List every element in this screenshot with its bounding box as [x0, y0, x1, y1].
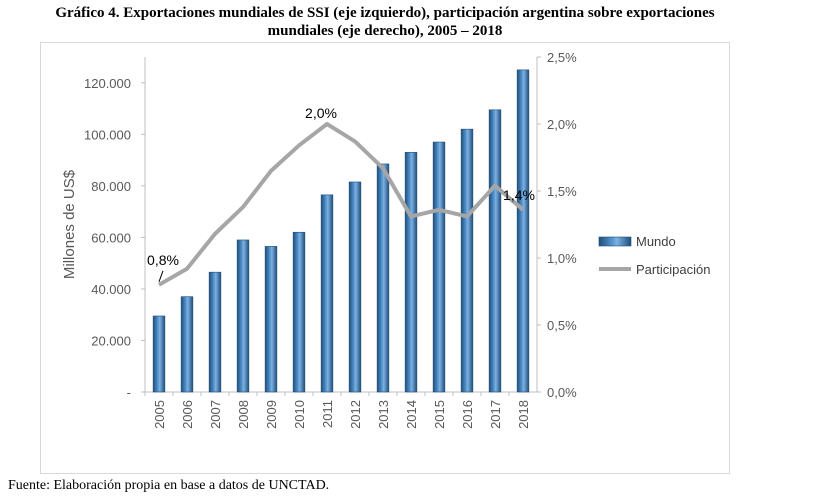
left-tick-label: 80.000 — [91, 179, 131, 194]
x-tick-label: 2016 — [460, 400, 475, 429]
data-label: 0,8% — [147, 252, 179, 268]
chart-frame — [40, 42, 730, 474]
x-tick-label: 2006 — [180, 400, 195, 429]
left-tick-label: 20.000 — [91, 333, 131, 348]
left-tick-label: 60.000 — [91, 230, 131, 245]
left-tick-label: 100.000 — [84, 127, 131, 142]
right-tick-label: 0,5% — [547, 318, 577, 333]
bar-mundo — [488, 109, 502, 393]
y-axis-title: Millones de US$ — [61, 169, 78, 279]
x-tick-label: 2007 — [208, 400, 223, 429]
bar-mundo — [264, 246, 278, 393]
chart-title-line1: Gráfico 4. Exportaciones mundiales de SS… — [55, 5, 715, 21]
bar-mundo — [152, 315, 166, 393]
bar-mundo — [180, 296, 194, 393]
bar-mundo — [208, 271, 222, 393]
x-tick-label: 2017 — [488, 400, 503, 429]
x-tick-label: 2010 — [292, 400, 307, 429]
right-tick-label: 2,5% — [547, 50, 577, 65]
chart-title: Gráfico 4. Exportaciones mundiales de SS… — [0, 4, 770, 40]
x-tick-label: 2018 — [516, 400, 531, 429]
line-participacion — [158, 122, 525, 287]
legend-label-mundo: Mundo — [636, 234, 676, 249]
chart-title-line2: mundiales (eje derecho), 2005 – 2018 — [267, 23, 503, 39]
bar-mundo — [516, 69, 530, 393]
x-tick-label: 2011 — [320, 400, 335, 428]
right-tick-label: 1,5% — [547, 184, 577, 199]
x-tick-label: 2009 — [264, 400, 279, 429]
data-label: 1,4% — [503, 187, 535, 203]
x-tick-label: 2013 — [376, 400, 391, 429]
left-tick-label: 120.000 — [84, 76, 131, 91]
annotation-leader — [158, 270, 164, 282]
bar-mundo — [432, 141, 446, 393]
right-tick-label: 2,0% — [547, 117, 577, 132]
data-label: 2,0% — [305, 105, 337, 121]
bar-mundo — [320, 194, 334, 393]
source-note: Fuente: Elaboración propia en base a dat… — [8, 478, 330, 493]
left-tick-label: 40.000 — [91, 282, 131, 297]
bar-mundo — [376, 163, 390, 393]
right-tick-label: 0,0% — [547, 385, 577, 400]
bar-mundo — [404, 152, 418, 393]
x-tick-label: 2008 — [236, 400, 251, 429]
x-tick-label: 2005 — [152, 400, 167, 429]
bar-mundo — [236, 239, 250, 393]
bar-mundo — [292, 231, 306, 393]
legend-label-participacion: Participación — [636, 262, 710, 277]
bar-mundo — [460, 128, 474, 393]
x-tick-label: 2014 — [404, 400, 419, 429]
left-tick-label: - — [127, 385, 131, 400]
bar-mundo — [348, 181, 362, 393]
x-tick-label: 2012 — [348, 400, 363, 429]
legend-swatch-mundo — [598, 236, 632, 247]
x-tick-label: 2015 — [432, 400, 447, 429]
right-tick-label: 1,0% — [547, 251, 577, 266]
